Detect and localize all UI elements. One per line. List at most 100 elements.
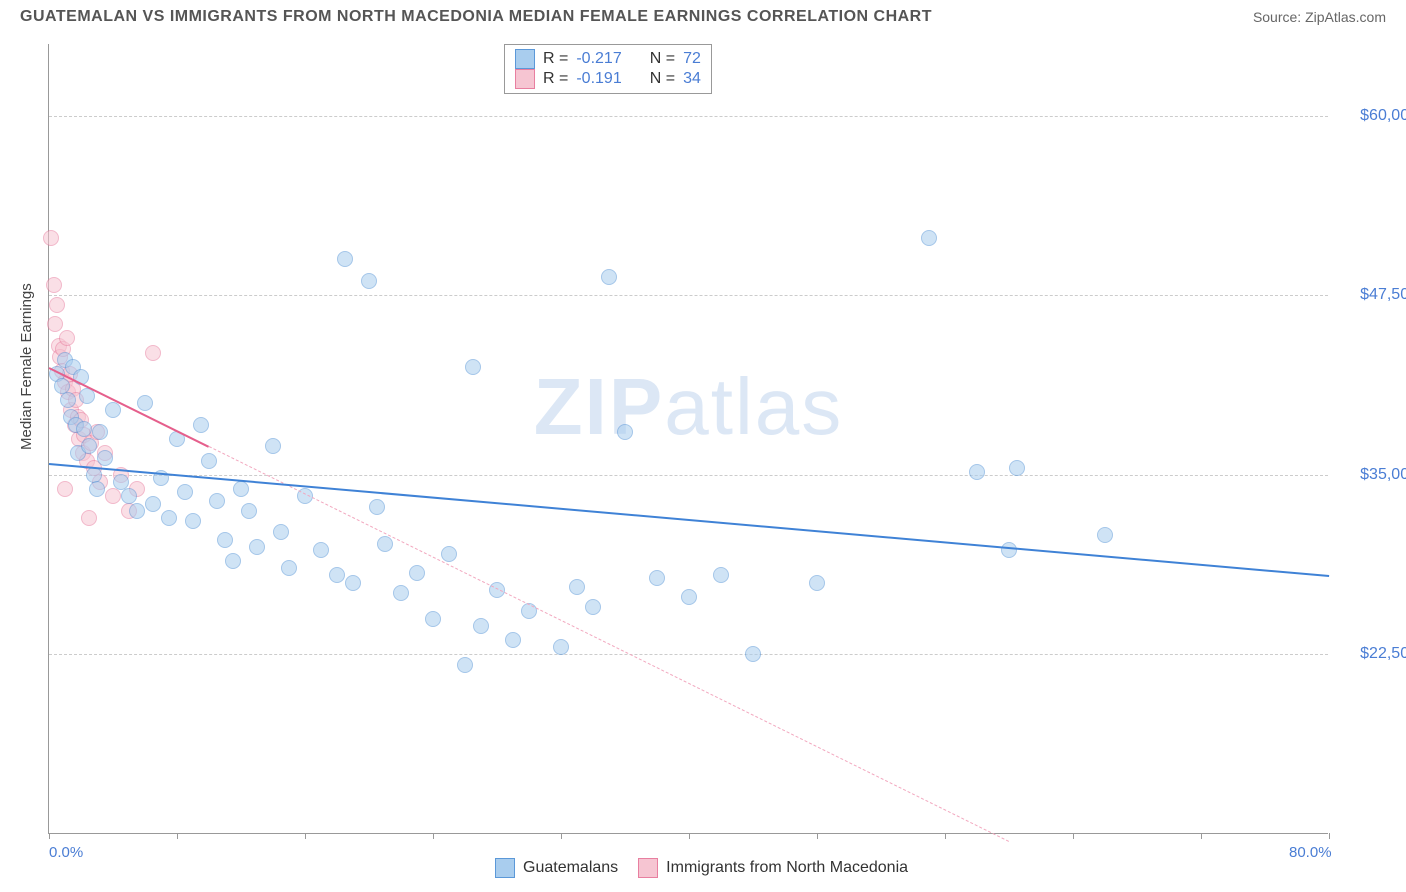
scatter-point-guatemalans <box>281 560 297 576</box>
scatter-point-guatemalans <box>713 567 729 583</box>
scatter-point-guatemalans <box>617 424 633 440</box>
scatter-point-guatemalans <box>89 481 105 497</box>
scatter-point-guatemalans <box>145 496 161 512</box>
source-label: Source: ZipAtlas.com <box>1253 9 1386 25</box>
scatter-point-guatemalans <box>225 553 241 569</box>
scatter-point-guatemalans <box>649 570 665 586</box>
gridline-horizontal <box>49 654 1328 655</box>
scatter-point-north_macedonia <box>49 297 65 313</box>
x-tick-mark <box>1073 833 1074 839</box>
r-label: R = <box>543 50 568 68</box>
scatter-point-guatemalans <box>921 230 937 246</box>
gridline-horizontal <box>49 116 1328 117</box>
scatter-point-guatemalans <box>81 438 97 454</box>
scatter-point-north_macedonia <box>43 230 59 246</box>
scatter-point-guatemalans <box>745 646 761 662</box>
scatter-point-guatemalans <box>249 539 265 555</box>
r-label: R = <box>543 70 568 88</box>
scatter-point-guatemalans <box>201 453 217 469</box>
correlation-legend: R = -0.217 N = 72 R = -0.191 N = 34 <box>504 44 712 94</box>
scatter-point-guatemalans <box>441 546 457 562</box>
x-tick-mark <box>1201 833 1202 839</box>
x-tick-mark <box>1329 833 1330 839</box>
scatter-point-north_macedonia <box>47 316 63 332</box>
legend-item-guatemalans: Guatemalans <box>495 858 618 878</box>
scatter-point-guatemalans <box>217 532 233 548</box>
x-tick-mark <box>177 833 178 839</box>
gridline-horizontal <box>49 295 1328 296</box>
scatter-point-guatemalans <box>457 657 473 673</box>
legend-item-macedonia: Immigrants from North Macedonia <box>638 858 908 878</box>
y-tick-label: $60,000 <box>1338 107 1406 125</box>
scatter-point-guatemalans <box>129 503 145 519</box>
scatter-point-guatemalans <box>105 402 121 418</box>
gridline-horizontal <box>49 475 1328 476</box>
legend-label-guatemalans: Guatemalans <box>523 859 618 877</box>
x-tick-label: 0.0% <box>49 844 83 861</box>
x-tick-mark <box>689 833 690 839</box>
x-tick-mark <box>49 833 50 839</box>
scatter-point-north_macedonia <box>81 510 97 526</box>
scatter-point-north_macedonia <box>59 330 75 346</box>
scatter-point-guatemalans <box>553 639 569 655</box>
x-tick-mark <box>561 833 562 839</box>
scatter-point-guatemalans <box>273 524 289 540</box>
trend-line <box>209 446 1009 842</box>
scatter-point-guatemalans <box>1097 527 1113 543</box>
scatter-point-guatemalans <box>809 575 825 591</box>
x-tick-mark <box>305 833 306 839</box>
scatter-point-guatemalans <box>569 579 585 595</box>
n-value-macedonia: 34 <box>683 70 701 88</box>
n-value-guatemalans: 72 <box>683 50 701 68</box>
scatter-point-guatemalans <box>425 611 441 627</box>
scatter-point-guatemalans <box>345 575 361 591</box>
scatter-point-guatemalans <box>313 542 329 558</box>
scatter-point-guatemalans <box>209 493 225 509</box>
scatter-point-north_macedonia <box>145 345 161 361</box>
series-legend: Guatemalans Immigrants from North Macedo… <box>495 858 908 878</box>
scatter-point-guatemalans <box>161 510 177 526</box>
r-value-macedonia: -0.191 <box>576 70 621 88</box>
x-tick-label: 80.0% <box>1289 844 1332 861</box>
scatter-point-north_macedonia <box>57 481 73 497</box>
scatter-point-guatemalans <box>505 632 521 648</box>
scatter-point-guatemalans <box>369 499 385 515</box>
swatch-guatemalans <box>515 49 535 69</box>
scatter-point-guatemalans <box>193 417 209 433</box>
scatter-point-guatemalans <box>969 464 985 480</box>
scatter-point-guatemalans <box>681 589 697 605</box>
scatter-point-guatemalans <box>92 424 108 440</box>
scatter-point-guatemalans <box>473 618 489 634</box>
scatter-point-guatemalans <box>60 392 76 408</box>
swatch-macedonia <box>515 69 535 89</box>
n-label: N = <box>650 70 675 88</box>
scatter-point-guatemalans <box>329 567 345 583</box>
scatter-point-guatemalans <box>97 450 113 466</box>
watermark: ZIPatlas <box>534 361 843 453</box>
scatter-point-guatemalans <box>137 395 153 411</box>
scatter-point-guatemalans <box>185 513 201 529</box>
n-label: N = <box>650 50 675 68</box>
scatter-point-guatemalans <box>465 359 481 375</box>
scatter-point-guatemalans <box>265 438 281 454</box>
scatter-point-guatemalans <box>585 599 601 615</box>
chart-plot-area: ZIPatlas R = -0.217 N = 72 R = -0.191 N … <box>48 44 1328 834</box>
title-bar: GUATEMALAN VS IMMIGRANTS FROM NORTH MACE… <box>0 0 1406 30</box>
scatter-point-guatemalans <box>377 536 393 552</box>
y-tick-label: $47,500 <box>1338 286 1406 304</box>
x-tick-mark <box>433 833 434 839</box>
scatter-point-guatemalans <box>489 582 505 598</box>
scatter-point-guatemalans <box>393 585 409 601</box>
legend-row-macedonia: R = -0.191 N = 34 <box>515 69 701 89</box>
x-tick-mark <box>945 833 946 839</box>
chart-title: GUATEMALAN VS IMMIGRANTS FROM NORTH MACE… <box>20 8 932 26</box>
scatter-point-north_macedonia <box>46 277 62 293</box>
watermark-light: atlas <box>664 362 843 451</box>
legend-label-macedonia: Immigrants from North Macedonia <box>666 859 908 877</box>
scatter-point-guatemalans <box>1009 460 1025 476</box>
scatter-point-guatemalans <box>233 481 249 497</box>
scatter-point-guatemalans <box>601 269 617 285</box>
scatter-point-guatemalans <box>337 251 353 267</box>
y-axis-title: Median Female Earnings <box>18 283 35 450</box>
scatter-point-guatemalans <box>177 484 193 500</box>
